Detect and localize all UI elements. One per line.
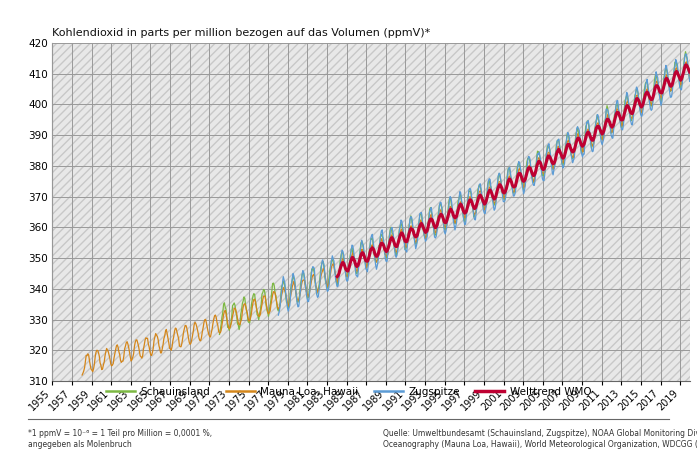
Line: Zugspitze: Zugspitze: [278, 54, 689, 315]
Welttrend WMO: [612, 112, 620, 117]
Schauinsland: [682, 49, 690, 55]
Legend: Schauinsland, Mauna Loa, Hawaii, Zugspitze, Welttrend WMO: Schauinsland, Mauna Loa, Hawaii, Zugspit…: [102, 382, 595, 400]
Mauna Loa, Hawaii: [360, 253, 369, 258]
Welttrend WMO: [333, 274, 342, 279]
Mauna Loa, Hawaii: [163, 331, 171, 336]
Schauinsland: [685, 76, 694, 81]
Mauna Loa, Hawaii: [682, 59, 691, 64]
Welttrend WMO: [685, 69, 694, 75]
Zugspitze: [428, 211, 436, 216]
Schauinsland: [626, 113, 634, 119]
Schauinsland: [215, 332, 224, 337]
Mauna Loa, Hawaii: [78, 373, 86, 378]
Line: Mauna Loa, Hawaii: Mauna Loa, Hawaii: [82, 62, 689, 375]
Zugspitze: [619, 123, 627, 128]
Zugspitze: [280, 277, 289, 283]
Text: Kohlendioxid in parts per million bezogen auf das Volumen (ppmV)*: Kohlendioxid in parts per million bezoge…: [52, 28, 431, 38]
Text: Quelle: Umweltbundesamt (Schauinsland, Zugspitze), NOAA Global Monitoring Divisi: Quelle: Umweltbundesamt (Schauinsland, Z…: [383, 429, 697, 449]
Welttrend WMO: [360, 253, 369, 259]
Welttrend WMO: [682, 62, 691, 68]
Schauinsland: [498, 190, 507, 196]
Mauna Loa, Hawaii: [528, 176, 537, 181]
Welttrend WMO: [656, 90, 664, 95]
Mauna Loa, Hawaii: [337, 261, 346, 266]
Zugspitze: [514, 163, 522, 169]
Bar: [52, 43, 690, 381]
Zugspitze: [682, 51, 690, 57]
Line: Welttrend WMO: Welttrend WMO: [337, 65, 689, 276]
Mauna Loa, Hawaii: [80, 365, 89, 370]
Schauinsland: [380, 242, 388, 248]
Welttrend WMO: [578, 143, 586, 148]
Zugspitze: [685, 78, 694, 84]
Line: Schauinsland: Schauinsland: [220, 52, 689, 335]
Schauinsland: [217, 314, 226, 320]
Zugspitze: [612, 103, 620, 108]
Mauna Loa, Hawaii: [514, 170, 522, 176]
Welttrend WMO: [604, 117, 613, 123]
Welttrend WMO: [537, 164, 546, 170]
Text: *1 ppmV = 10⁻⁶ = 1 Teil pro Million = 0,0001 %,
angegeben als Molenbruch: *1 ppmV = 10⁻⁶ = 1 Teil pro Million = 0,…: [28, 429, 212, 449]
Mauna Loa, Hawaii: [685, 74, 694, 79]
Zugspitze: [469, 207, 477, 212]
Schauinsland: [533, 154, 541, 160]
Zugspitze: [274, 313, 282, 318]
Schauinsland: [659, 90, 667, 95]
